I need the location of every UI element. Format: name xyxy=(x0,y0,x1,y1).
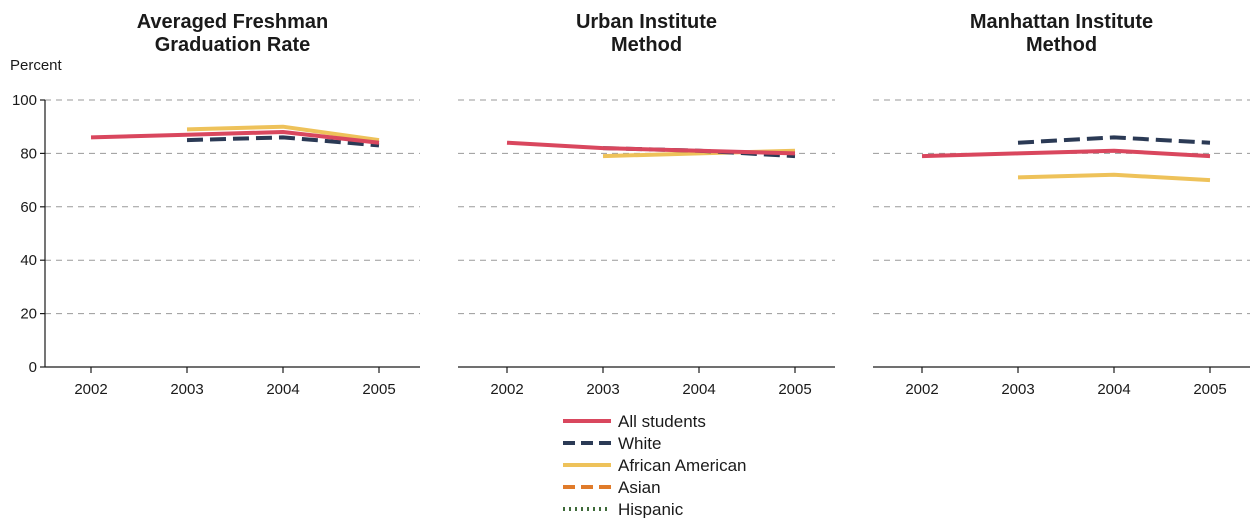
panel-title: Graduation Rate xyxy=(155,34,311,56)
panel-title: Method xyxy=(611,34,682,56)
x-tick-label: 2003 xyxy=(1001,381,1034,398)
panel-title: Manhattan Institute xyxy=(970,11,1153,33)
legend-item-hispanic: Hispanic xyxy=(563,500,684,518)
x-tick-label: 2004 xyxy=(266,381,299,398)
series-line-african-american xyxy=(186,124,380,143)
x-tick-label: 2004 xyxy=(682,381,715,398)
x-tick-label: 2003 xyxy=(586,381,619,398)
series-line-african-american xyxy=(1017,172,1211,183)
series-line-all-students xyxy=(90,130,380,145)
series-line-white xyxy=(1017,135,1211,145)
legend-label: All students xyxy=(618,412,706,431)
x-tick-label: 2005 xyxy=(778,381,811,398)
x-tick-label: 2003 xyxy=(170,381,203,398)
legend: All students White African American Asian Hi… xyxy=(563,412,747,518)
series-line-all-students xyxy=(506,140,796,156)
legend-label: Asian xyxy=(618,478,661,497)
legend-item-all-students: All students xyxy=(563,412,706,431)
legend-item-asian: Asian xyxy=(563,478,661,497)
legend-item-african-american: African American xyxy=(563,456,747,475)
x-tick-label: 2002 xyxy=(905,381,938,398)
y-axis-label: Percent xyxy=(10,57,63,74)
y-tick-label: 60 xyxy=(20,199,37,216)
x-tick-label: 2004 xyxy=(1097,381,1130,398)
series-line-all-students xyxy=(921,148,1211,159)
y-tick-label: 40 xyxy=(20,252,37,269)
y-tick-label: 20 xyxy=(20,306,37,323)
x-tick-label: 2005 xyxy=(1193,381,1226,398)
y-tick-label: 80 xyxy=(20,145,37,162)
panel-title: Method xyxy=(1026,34,1097,56)
legend-item-white: White xyxy=(563,434,661,453)
panel-title: Urban Institute xyxy=(576,11,717,33)
legend-label: African American xyxy=(618,456,747,475)
series-line-white xyxy=(186,135,380,148)
panel-title: Averaged Freshman xyxy=(137,11,329,33)
x-tick-label: 2002 xyxy=(74,381,107,398)
y-tick-label: 0 xyxy=(29,359,37,376)
x-tick-label: 2005 xyxy=(362,381,395,398)
x-tick-label: 2002 xyxy=(490,381,523,398)
legend-label: Hispanic xyxy=(618,500,684,518)
legend-label: White xyxy=(618,434,661,453)
y-tick-label: 100 xyxy=(12,92,37,109)
